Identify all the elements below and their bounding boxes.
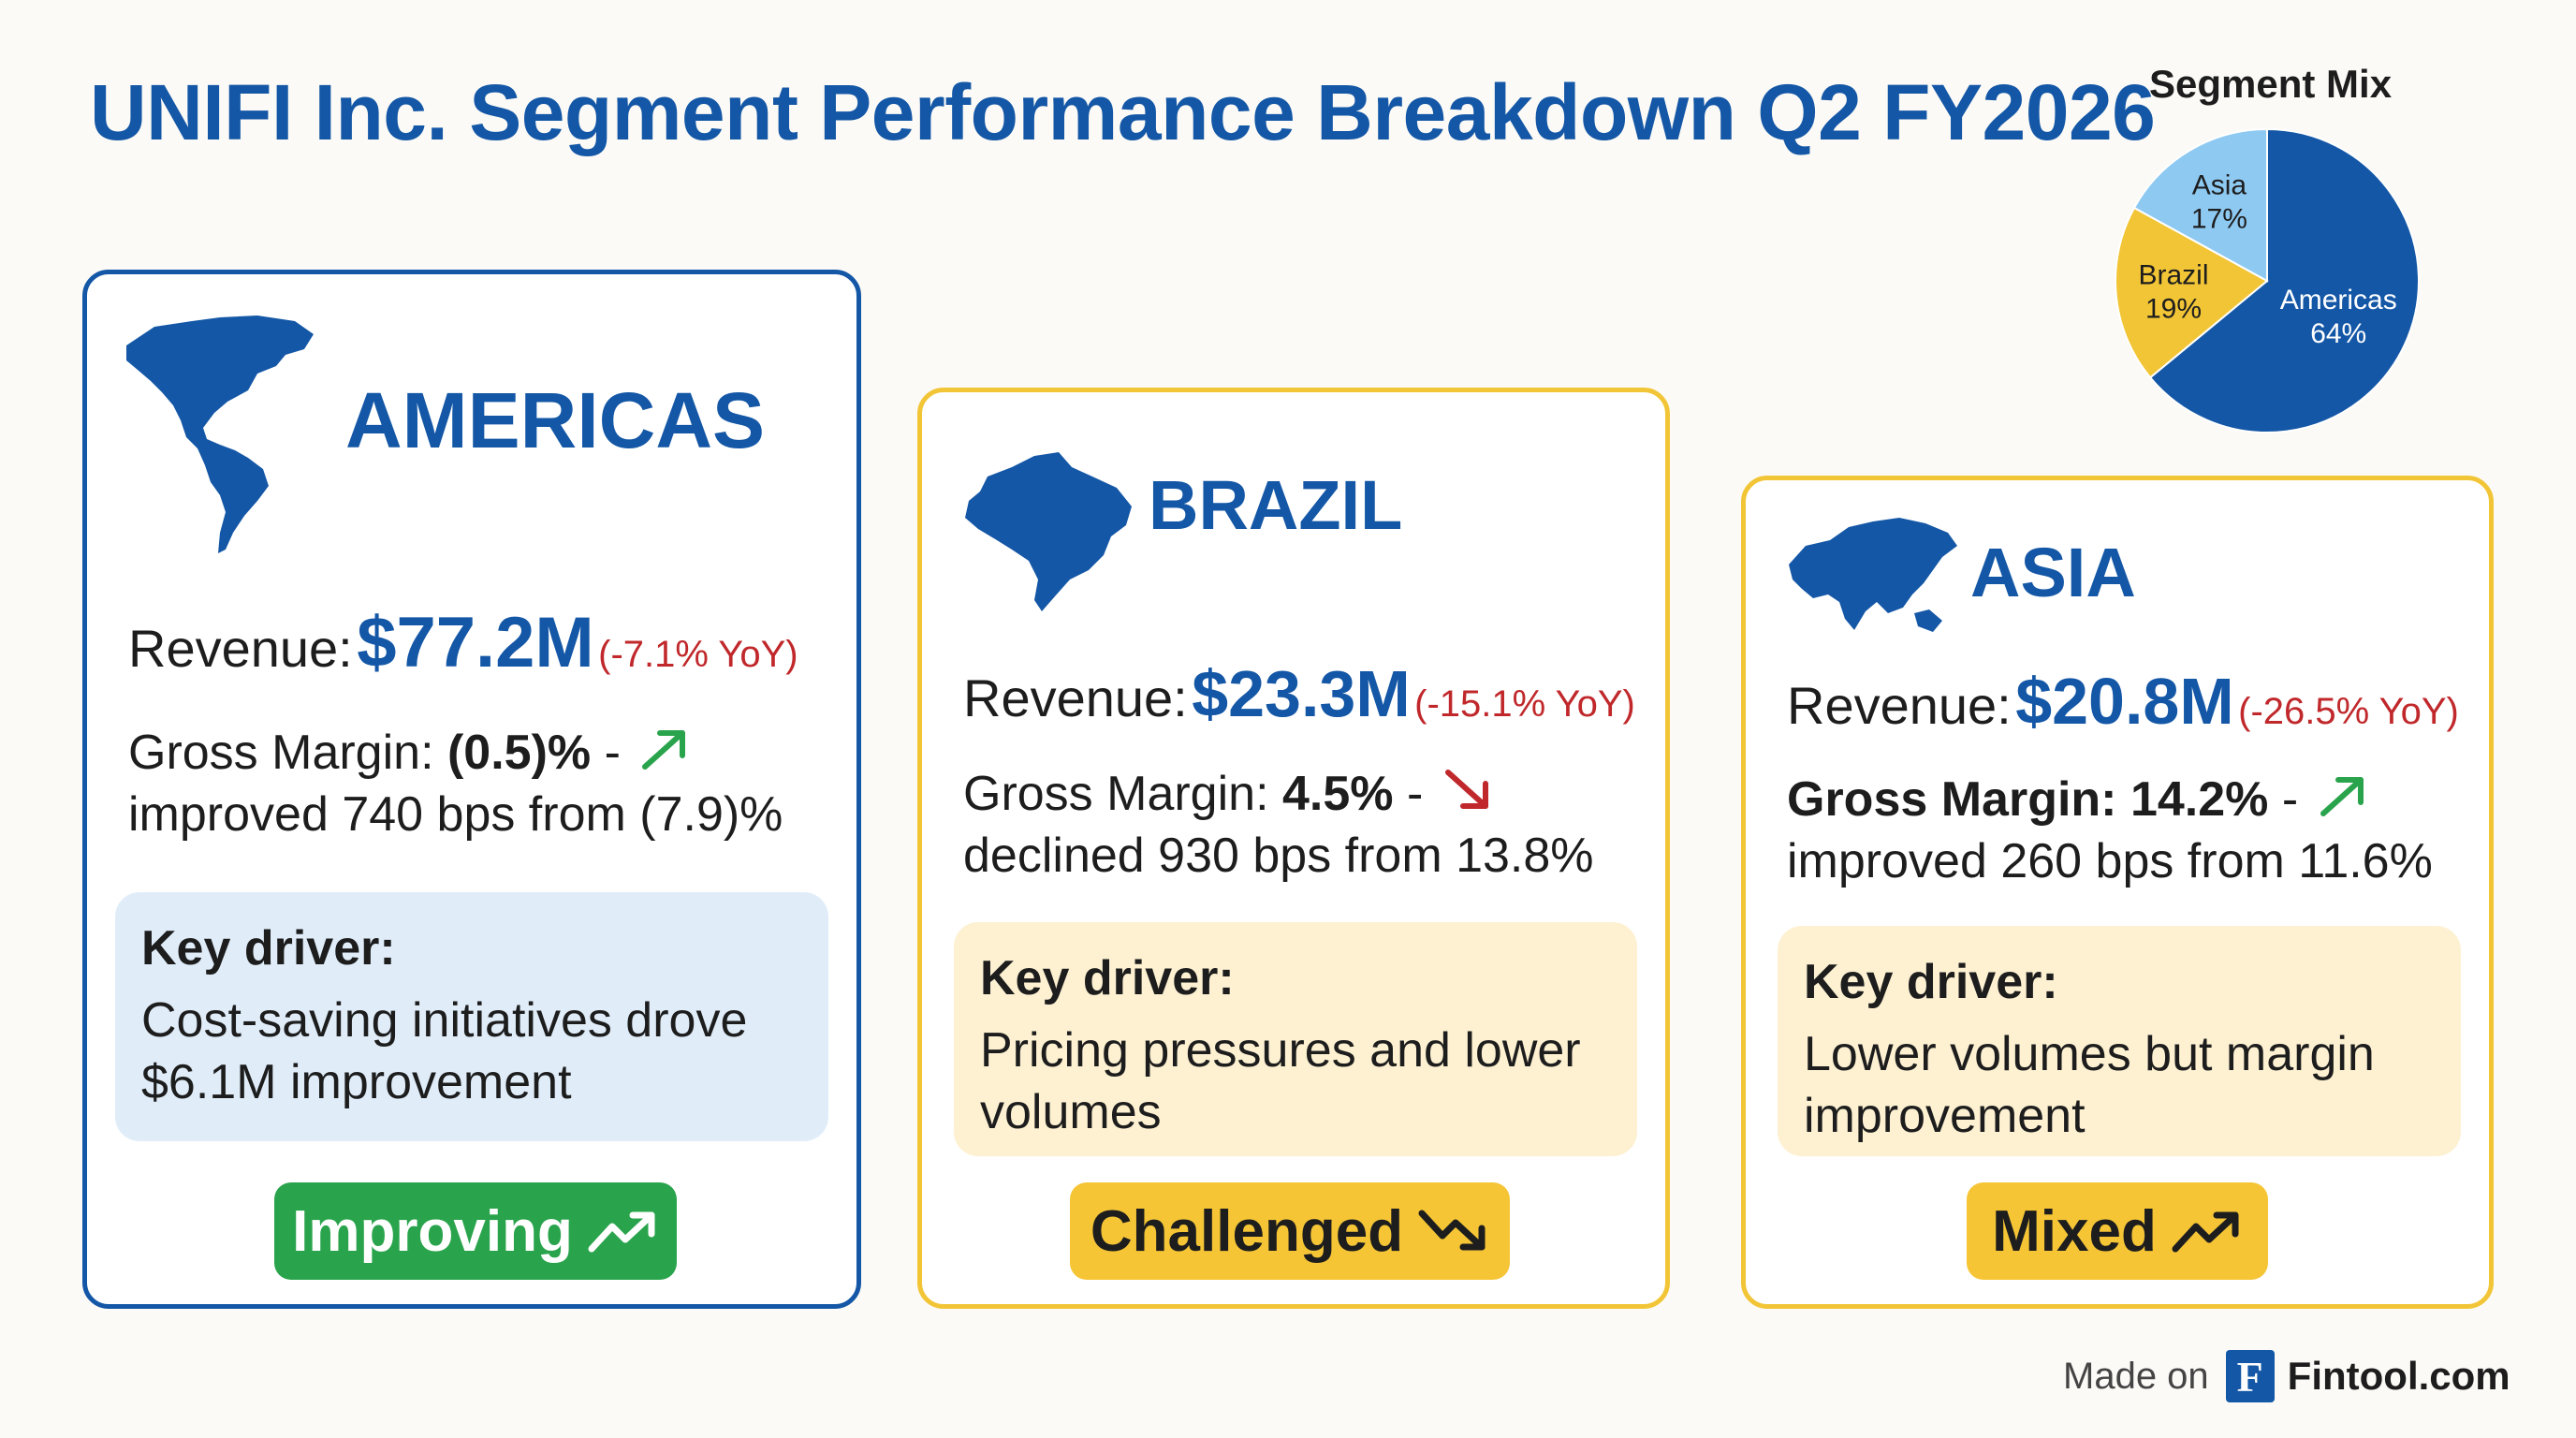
status-label: Improving bbox=[292, 1198, 573, 1264]
footer-attribution: Made on F Fintool.com bbox=[2063, 1350, 2510, 1402]
fintool-link[interactable]: Fintool.com bbox=[2287, 1354, 2510, 1398]
revenue-line: Revenue: $77.2M (-7.1% YoY) bbox=[128, 602, 798, 683]
status-badge: Mixed bbox=[1967, 1182, 2268, 1280]
revenue-value: $23.3M bbox=[1192, 657, 1411, 730]
gross-margin-label: Gross Margin: bbox=[128, 726, 434, 780]
key-driver-title: Key driver: bbox=[1804, 955, 2058, 1009]
revenue-line: Revenue: $20.8M (-26.5% YoY) bbox=[1787, 664, 2459, 739]
key-driver-text-line-1: Cost-saving initiatives drove bbox=[141, 993, 748, 1048]
asia-map-icon bbox=[1789, 518, 1957, 632]
revenue-label: Revenue: bbox=[963, 668, 1188, 727]
pie-slice-americas bbox=[2148, 127, 2420, 433]
revenue-label: Revenue: bbox=[1787, 676, 2012, 735]
revenue-value: $77.2M bbox=[357, 603, 594, 682]
page-title: UNIFI Inc. Segment Performance Breakdown… bbox=[90, 68, 2156, 156]
key-driver-title: Key driver: bbox=[141, 921, 396, 976]
key-driver-text-line-1: Pricing pressures and lower bbox=[980, 1023, 1581, 1078]
arrow-down-right-icon bbox=[1444, 770, 1488, 809]
americas-card: AMERICAS Revenue: $77.2M (-7.1% YoY) Gro… bbox=[82, 270, 861, 1309]
key-driver-box: Key driver: Pricing pressures and lower … bbox=[954, 922, 1637, 1156]
fintool-logo-icon: F bbox=[2225, 1350, 2275, 1402]
arrow-up-right-icon bbox=[2320, 777, 2364, 816]
revenue-yoy: (-7.1% YoY) bbox=[598, 634, 798, 675]
brazil-card: BRAZIL Revenue: $23.3M (-15.1% YoY) Gros… bbox=[917, 388, 1670, 1309]
status-label: Mixed bbox=[1992, 1198, 2157, 1264]
pie-label-asia: Asia bbox=[2192, 170, 2247, 201]
trending-up-icon bbox=[2172, 1211, 2239, 1253]
gross-margin-change: improved 260 bps from 11.6% bbox=[1787, 834, 2433, 888]
pie-value-americas: 64% bbox=[2310, 318, 2366, 349]
pie-slice-brazil bbox=[2115, 206, 2269, 379]
status-badge: Improving bbox=[274, 1182, 677, 1280]
gross-margin: Gross Margin: 4.5% - declined 930 bps fr… bbox=[963, 763, 1594, 887]
status-badge: Challenged bbox=[1070, 1182, 1510, 1280]
revenue-yoy: (-26.5% YoY) bbox=[2238, 691, 2459, 732]
key-driver-text-line-1: Lower volumes but margin bbox=[1804, 1027, 2375, 1081]
brazil-map-icon bbox=[965, 452, 1132, 611]
revenue-value: $20.8M bbox=[2015, 665, 2234, 738]
gross-margin-value: 4.5% bbox=[1281, 767, 1394, 821]
revenue-label: Revenue: bbox=[128, 619, 353, 678]
gross-margin-change: declined 930 bps from 13.8% bbox=[963, 829, 1594, 883]
trending-up-icon bbox=[588, 1211, 655, 1253]
segment-name: BRAZIL bbox=[1149, 466, 1403, 544]
revenue-yoy: (-15.1% YoY) bbox=[1414, 683, 1635, 725]
gross-margin: Gross Margin: 14.2% - improved 260 bps f… bbox=[1787, 769, 2433, 892]
asia-card: ASIA Revenue: $20.8M (-26.5% YoY) Gross … bbox=[1741, 476, 2494, 1309]
revenue-line: Revenue: $23.3M (-15.1% YoY) bbox=[963, 656, 1635, 731]
key-driver-box: Key driver: Cost-saving initiatives drov… bbox=[115, 892, 828, 1141]
pie-chart-title: Segment Mix bbox=[2149, 62, 2393, 106]
pie-value-asia: 17% bbox=[2191, 204, 2247, 235]
key-driver-text-line-2: $6.1M improvement bbox=[141, 1055, 572, 1109]
status-label: Challenged bbox=[1090, 1198, 1404, 1264]
gross-margin-value: (0.5)% bbox=[446, 726, 592, 780]
pie-slice-asia bbox=[2132, 127, 2268, 283]
gross-margin-label: Gross Margin: bbox=[963, 767, 1269, 821]
gross-margin-separator: - bbox=[2268, 772, 2299, 827]
gross-margin-separator: - bbox=[591, 726, 621, 780]
key-driver-box: Key driver: Lower volumes but margin imp… bbox=[1778, 926, 2461, 1156]
gross-margin-label: Gross Margin: bbox=[1787, 772, 2117, 827]
trending-down-icon bbox=[1418, 1210, 1486, 1251]
pie-label-americas: Americas bbox=[2280, 285, 2397, 315]
gross-margin-separator: - bbox=[1393, 767, 1424, 821]
segment-name: AMERICAS bbox=[345, 376, 766, 464]
pie-label-brazil: Brazil bbox=[2138, 259, 2208, 290]
americas-map-icon bbox=[126, 315, 314, 553]
key-driver-title: Key driver: bbox=[980, 951, 1235, 1005]
key-driver-text-line-2: improvement bbox=[1804, 1089, 2086, 1143]
arrow-up-right-icon bbox=[642, 730, 686, 770]
gross-margin: Gross Margin: (0.5)% - improved 740 bps … bbox=[128, 722, 783, 845]
gross-margin-change: improved 740 bps from (7.9)% bbox=[128, 787, 783, 842]
segment-name: ASIA bbox=[1970, 534, 2136, 611]
key-driver-text-line-2: volumes bbox=[980, 1085, 1162, 1139]
gross-margin-value: 14.2% bbox=[2130, 772, 2269, 827]
made-on-label: Made on bbox=[2063, 1355, 2209, 1397]
pie-value-brazil: 19% bbox=[2145, 293, 2202, 324]
